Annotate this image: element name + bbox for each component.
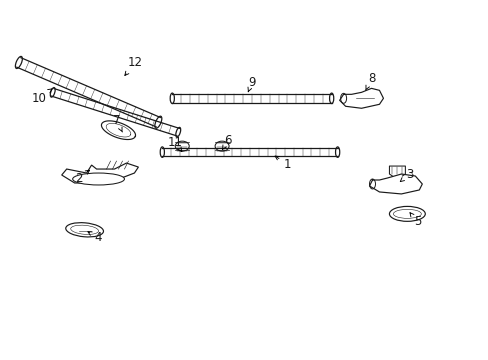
Text: 10: 10: [31, 89, 52, 105]
Text: 3: 3: [400, 167, 412, 181]
Ellipse shape: [215, 141, 228, 151]
Text: 4: 4: [88, 231, 102, 244]
Text: 11: 11: [167, 136, 183, 152]
Text: 7: 7: [113, 114, 122, 132]
Text: 5: 5: [409, 213, 420, 228]
Text: 9: 9: [247, 76, 255, 92]
Text: 12: 12: [124, 56, 142, 76]
Text: 2: 2: [75, 170, 89, 185]
Text: 1: 1: [275, 156, 291, 171]
Text: 8: 8: [365, 72, 374, 90]
Ellipse shape: [175, 141, 189, 151]
Ellipse shape: [73, 173, 124, 185]
Polygon shape: [61, 163, 138, 183]
Text: 6: 6: [222, 134, 231, 149]
